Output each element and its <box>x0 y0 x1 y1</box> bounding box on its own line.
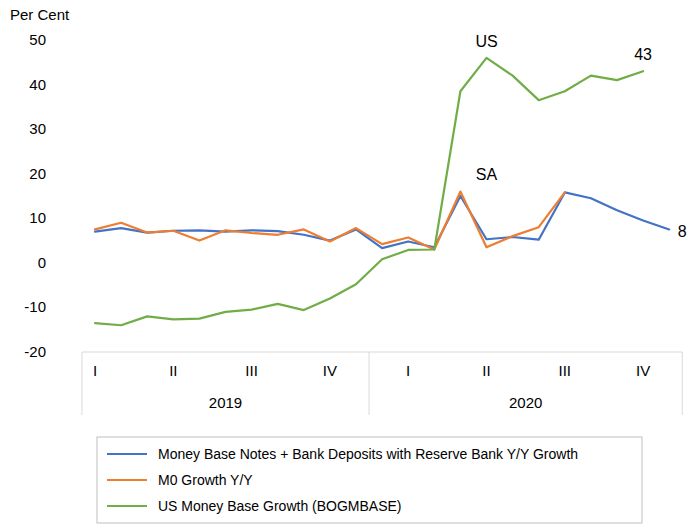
y-tick-label: 50 <box>29 31 46 48</box>
annotation: 43 <box>634 46 652 63</box>
group-separator <box>682 352 683 415</box>
y-tick <box>78 352 82 353</box>
legend-swatch <box>107 479 147 481</box>
y-tick-label: 30 <box>29 120 46 137</box>
legend-box <box>97 437 642 523</box>
legend-label: M0 Growth Y/Y <box>158 472 253 488</box>
y-tick-label: 10 <box>29 209 46 226</box>
y-tick <box>78 262 82 263</box>
x-group-label: 2019 <box>209 394 242 411</box>
y-tick <box>78 40 82 41</box>
y-tick-label: 0 <box>38 254 46 271</box>
group-separator <box>81 352 82 415</box>
legend-label: US Money Base Growth (BOGMBASE) <box>158 498 402 514</box>
y-ticks: -20 -10 0 10 20 30 40 50 <box>24 31 82 360</box>
lines <box>95 58 669 325</box>
x-tick-label: III <box>245 362 258 379</box>
x-tick-label: IV <box>636 362 650 379</box>
y-tick-label: 20 <box>29 165 46 182</box>
annotation: 8 <box>678 223 687 240</box>
annotation: US <box>475 33 497 50</box>
y-tick-label: -10 <box>24 298 46 315</box>
x-group-label: 2020 <box>509 394 542 411</box>
chart: Per Cent-20-1001020304050IIIIIIIVIIIIIII… <box>0 0 688 529</box>
x-tick-label: II <box>482 362 490 379</box>
y-tick <box>78 307 82 308</box>
y-tick <box>78 129 82 130</box>
series-line <box>95 192 669 248</box>
series-line <box>95 192 565 250</box>
y-tick-label: -20 <box>24 343 46 360</box>
legend: Money Base Notes + Bank Deposits with Re… <box>97 437 642 523</box>
y-tick <box>78 218 82 219</box>
x-ticks: IIIIIIIVIIIIIIIV <box>93 362 650 379</box>
x-groups: 2019 2020 <box>82 352 682 415</box>
x-tick-label: I <box>93 362 97 379</box>
y-tick <box>78 173 82 174</box>
x-tick-label: III <box>559 362 572 379</box>
x-axis-line <box>82 352 682 353</box>
legend-label: Money Base Notes + Bank Deposits with Re… <box>158 446 578 462</box>
y-tick <box>78 84 82 85</box>
series-line <box>95 58 643 325</box>
group-separator <box>369 352 370 415</box>
legend-swatch <box>107 505 147 507</box>
x-tick-label: II <box>169 362 177 379</box>
annotation: SA <box>476 166 498 183</box>
y-axis-label: Per Cent <box>10 6 70 23</box>
x-tick-label: IV <box>323 362 337 379</box>
legend-swatch <box>107 453 147 455</box>
x-tick-label: I <box>406 362 410 379</box>
y-tick-label: 40 <box>29 76 46 93</box>
annotations: US SA 43 8 <box>475 33 686 240</box>
